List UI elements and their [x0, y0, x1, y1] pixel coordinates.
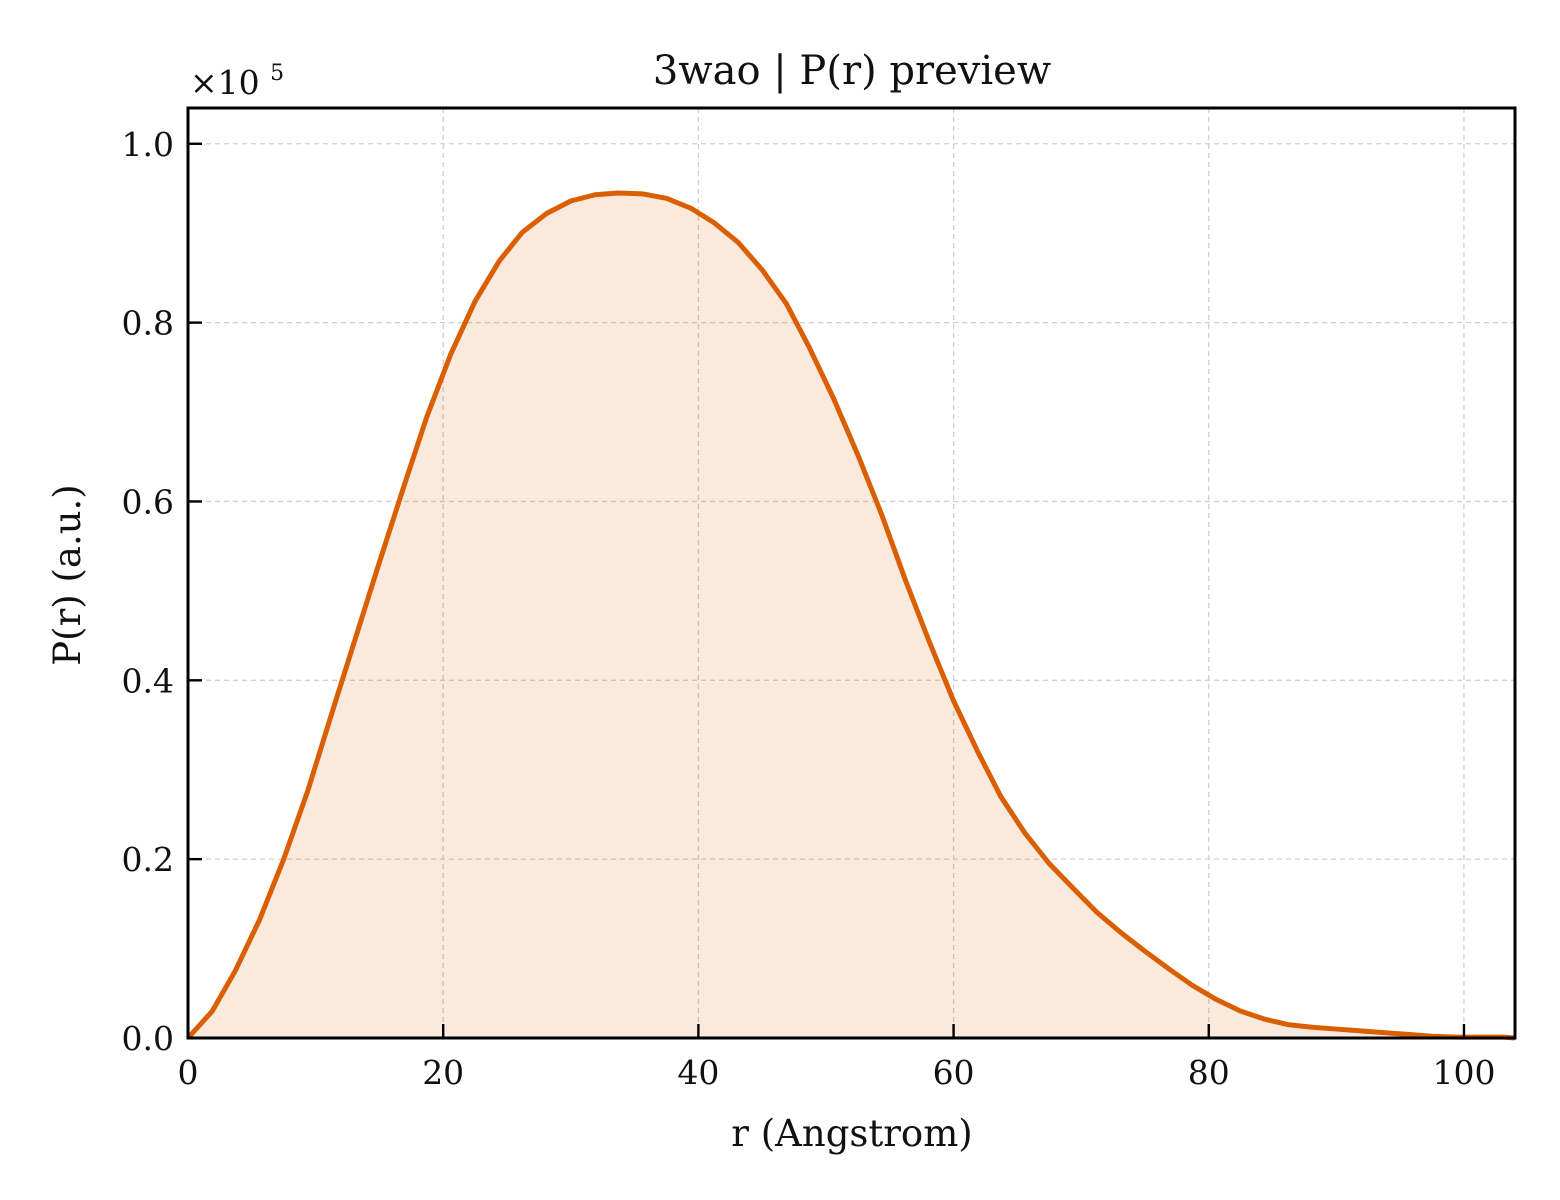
x-tick-label: 80	[1188, 1053, 1230, 1092]
x-tick-label: 0	[178, 1053, 199, 1092]
data-point	[711, 220, 716, 225]
data-point	[880, 513, 885, 518]
plot-frame	[186, 106, 1517, 1040]
data-point	[329, 714, 334, 719]
data-point	[377, 560, 382, 565]
y-offset-label: ×10 5	[190, 61, 284, 102]
chart-title: 3wao | P(r) preview	[653, 48, 1051, 94]
data-point	[1334, 1027, 1339, 1032]
data-point	[257, 918, 262, 923]
data-point	[1358, 1028, 1363, 1033]
data-point	[520, 230, 525, 235]
data-point	[927, 639, 932, 644]
data-point	[1118, 930, 1123, 935]
data-point	[807, 345, 812, 350]
data-point	[1023, 831, 1028, 836]
data-point	[1094, 910, 1099, 915]
data-point	[1190, 983, 1195, 988]
data-point	[353, 637, 358, 642]
y-offset-base: ×10	[190, 63, 260, 102]
y-axis-label: P(r) (a.u.)	[46, 484, 89, 666]
series-line	[186, 190, 1516, 1041]
data-point	[281, 857, 286, 862]
data-point	[1071, 886, 1076, 891]
data-point	[233, 969, 238, 974]
y-tick-label: 0.2	[122, 840, 174, 879]
y-tick-label: 1.0	[122, 125, 174, 164]
area-fill	[188, 192, 1515, 1038]
data-point	[1263, 1017, 1268, 1022]
data-point	[951, 698, 956, 703]
x-tick-label: 20	[422, 1053, 464, 1092]
data-point	[616, 191, 621, 196]
data-point	[736, 240, 741, 245]
data-point	[1310, 1025, 1315, 1030]
data-point	[1405, 1032, 1410, 1037]
data-point	[760, 267, 765, 272]
data-point	[306, 788, 311, 793]
x-tick-label: 60	[933, 1053, 975, 1092]
x-axis-label: r (Angstrom)	[731, 1112, 972, 1155]
data-point	[831, 396, 836, 401]
data-point	[998, 794, 1003, 799]
data-point	[1238, 1009, 1243, 1014]
data-point	[688, 206, 693, 211]
y-tick-label: 0.4	[122, 661, 174, 700]
data-point	[1214, 997, 1219, 1002]
data-point	[544, 211, 549, 216]
y-tick-label: 0.6	[122, 482, 174, 521]
x-tick-label: 100	[1432, 1053, 1495, 1092]
data-point	[593, 192, 598, 197]
data-point	[1167, 967, 1172, 972]
data-point	[473, 299, 478, 304]
data-point	[448, 352, 453, 357]
data-point	[1047, 861, 1052, 866]
data-point	[568, 199, 573, 204]
data-point	[210, 1009, 215, 1014]
data-point	[855, 453, 860, 458]
data-point	[640, 191, 645, 196]
y-offset-exponent: 5	[270, 61, 284, 86]
data-point	[1285, 1022, 1290, 1027]
data-point	[1381, 1030, 1386, 1035]
tick-labels: 0 20 40 60 80 100 0.0 0.2 0.4 0.6 0.8 1.0	[122, 125, 1496, 1092]
data-point	[424, 415, 429, 420]
data-point	[975, 749, 980, 754]
y-tick-label: 0.0	[122, 1019, 174, 1058]
y-tick-label: 0.8	[122, 304, 174, 343]
axis-ticks	[186, 142, 1466, 1040]
x-tick-label: 40	[677, 1053, 719, 1092]
data-point	[497, 259, 502, 264]
data-point	[903, 577, 908, 582]
data-point	[401, 485, 406, 490]
data-point	[1143, 949, 1148, 954]
data-point	[664, 196, 669, 201]
data-point	[784, 301, 789, 306]
